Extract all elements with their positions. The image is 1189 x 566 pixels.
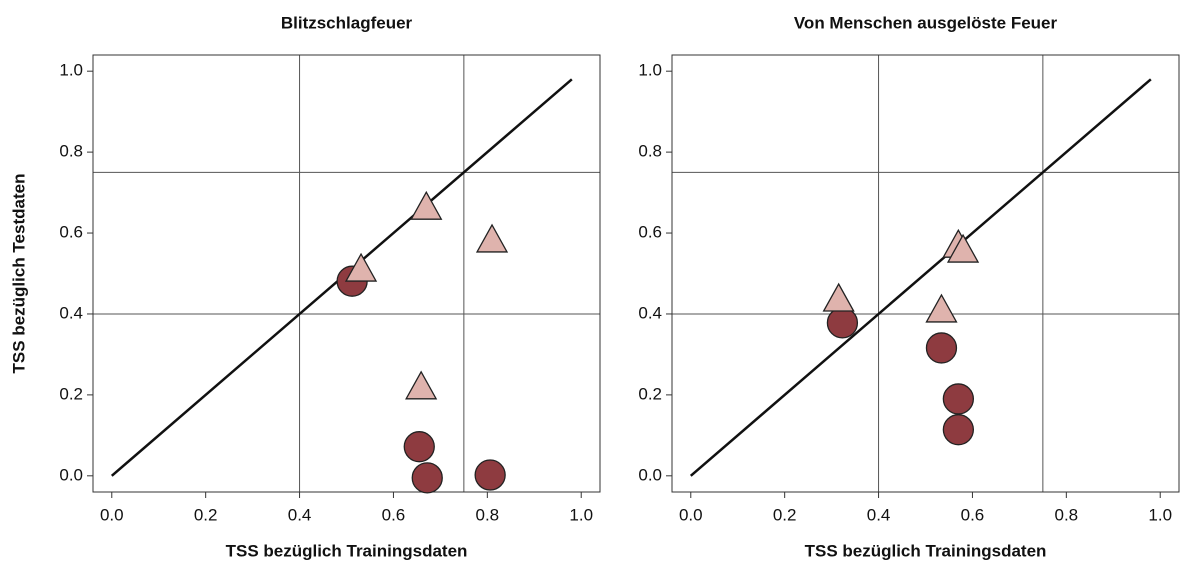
y-tick-label: 0.8 <box>59 142 83 161</box>
circle-point <box>925 332 958 364</box>
y-tick-label: 0.8 <box>638 142 662 161</box>
x-tick-label: 0.8 <box>476 505 500 524</box>
x-tick-label: 0.2 <box>773 505 797 524</box>
y-tick-label: 0.6 <box>59 223 83 242</box>
y-tick-label: 0.2 <box>638 384 662 403</box>
triangle-point <box>475 223 509 253</box>
circle-point <box>826 307 859 339</box>
circle-point <box>411 462 443 494</box>
y-tick-label: 0.4 <box>59 303 83 322</box>
plot-frame <box>92 54 601 493</box>
triangle-point <box>946 233 980 263</box>
x-tick-label: 1.0 <box>1148 505 1172 524</box>
x-axis-label: TSS bezüglich Trainingsdaten <box>805 541 1047 560</box>
x-tick-label: 0.2 <box>194 505 218 524</box>
triangle-point <box>822 282 855 312</box>
x-tick-label: 0.4 <box>867 505 891 524</box>
x-tick-label: 0.0 <box>679 505 703 524</box>
y-tick-label: 0.2 <box>59 384 83 403</box>
circle-point <box>403 431 435 463</box>
circle-point <box>942 383 975 415</box>
diagonal-line <box>689 78 1152 477</box>
triangle-point <box>405 370 438 400</box>
y-tick-label: 0.6 <box>638 223 662 242</box>
y-tick-label: 1.0 <box>638 61 662 80</box>
x-tick-label: 0.6 <box>382 505 406 524</box>
triangle-point <box>344 252 378 282</box>
y-tick-label: 0.0 <box>59 465 83 484</box>
circle-point <box>942 414 975 446</box>
plot-frame <box>671 54 1180 493</box>
x-axis-label: TSS bezüglich Trainingsdaten <box>226 541 468 560</box>
y-axis-label: TSS bezüglich Testdaten <box>9 174 28 374</box>
y-tick-label: 0.0 <box>638 465 662 484</box>
x-tick-label: 0.4 <box>288 505 312 524</box>
chart-title: Von Menschen ausgelöste Feuer <box>794 13 1058 32</box>
chart-title: Blitzschlagfeuer <box>281 13 413 32</box>
y-tick-label: 1.0 <box>59 61 83 80</box>
circle-point <box>474 459 506 491</box>
x-tick-label: 1.0 <box>569 505 593 524</box>
y-tick-label: 0.4 <box>638 303 662 322</box>
triangle-point <box>925 293 958 323</box>
x-tick-label: 0.6 <box>961 505 985 524</box>
x-tick-label: 0.0 <box>100 505 124 524</box>
triangle-point <box>410 190 443 220</box>
x-tick-label: 0.8 <box>1055 505 1079 524</box>
